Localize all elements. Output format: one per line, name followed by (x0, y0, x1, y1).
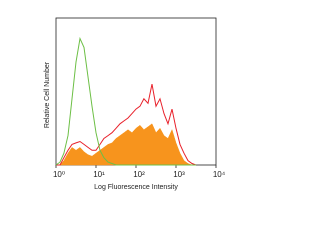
line (55, 36, 196, 166)
y-axis-label: Relative Cell Number (44, 61, 51, 128)
x-tick-label: 10⁰ (53, 170, 65, 179)
x-tick-label: 10¹ (93, 170, 105, 179)
x-axis-label: Log Fluorescence Intensity (94, 184, 178, 191)
x-tick-label: 10² (133, 170, 145, 179)
area (56, 123, 196, 166)
x-tick-label: 10⁴ (213, 170, 226, 179)
x-tick-label: 10³ (173, 170, 185, 179)
chart: Relative Cell Number Log Fluorescence In… (44, 17, 226, 191)
line (56, 83, 197, 166)
